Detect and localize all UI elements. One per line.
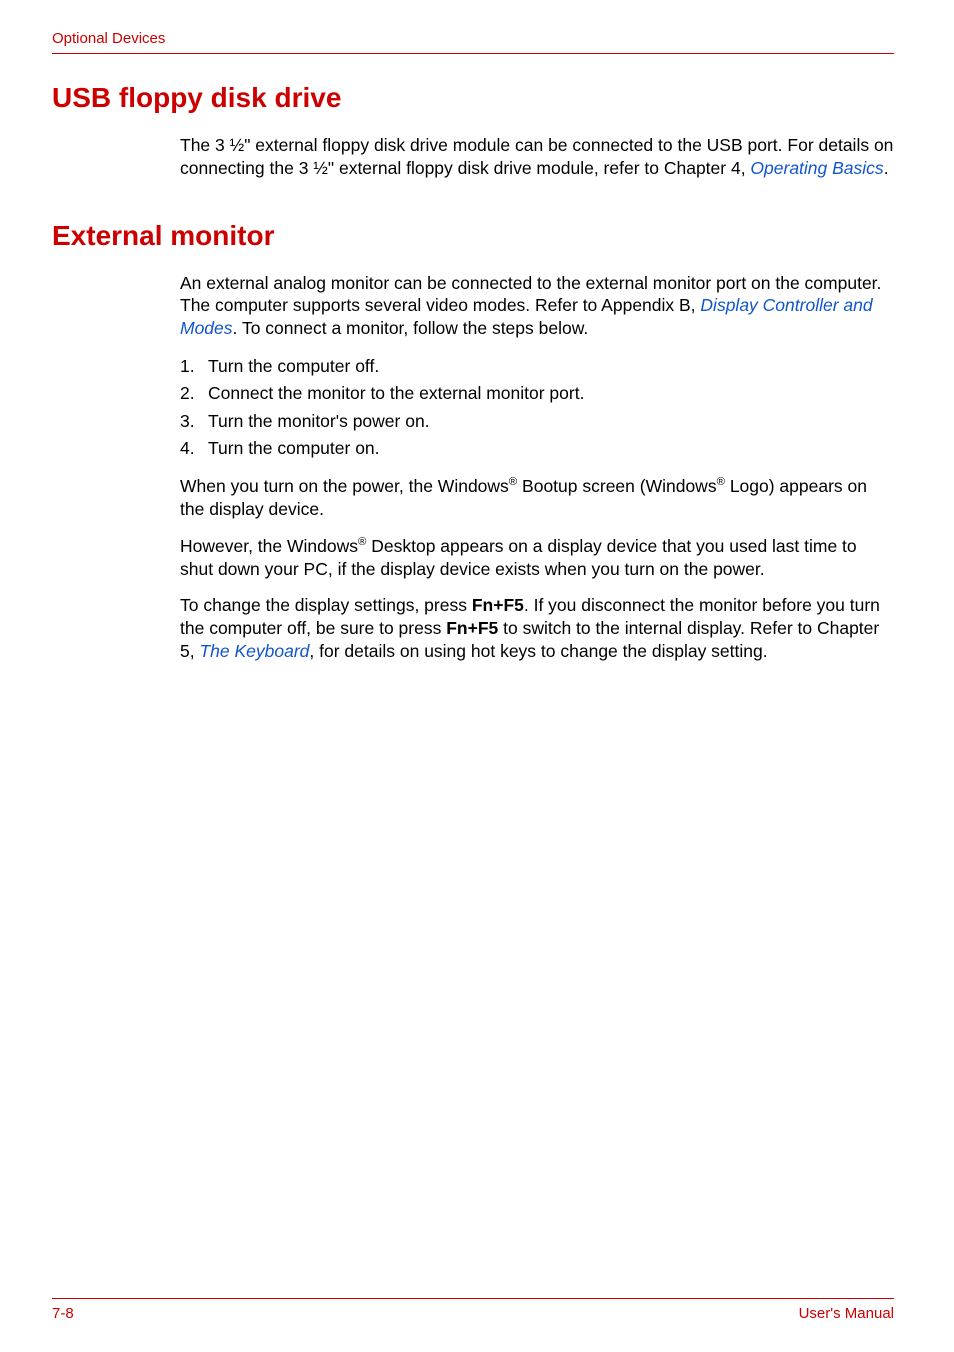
list-item: 2. Connect the monitor to the external mo… xyxy=(180,381,894,406)
text-fragment: However, the Windows xyxy=(180,536,358,556)
text-fragment: When you turn on the power, the Windows xyxy=(180,476,509,496)
list-text: Turn the monitor's power on. xyxy=(208,411,430,431)
text-fragment: To change the display settings, press xyxy=(180,595,472,615)
para-display-settings: To change the display settings, press Fn… xyxy=(180,594,894,662)
link-operating-basics[interactable]: Operating Basics xyxy=(750,158,883,178)
list-item: 3. Turn the monitor's power on. xyxy=(180,409,894,434)
list-text: Turn the computer on. xyxy=(208,438,380,458)
para-ext-monitor-intro: An external analog monitor can be connec… xyxy=(180,272,894,340)
text-fragment: . To connect a monitor, follow the steps… xyxy=(233,318,589,338)
list-item: 1. Turn the computer off. xyxy=(180,354,894,379)
list-number: 2. xyxy=(180,381,195,406)
page-number: 7-8 xyxy=(52,1305,74,1322)
manual-label: User's Manual xyxy=(799,1305,894,1322)
section-heading-usb-floppy: USB floppy disk drive xyxy=(52,82,894,114)
section-body-usb-floppy: The 3 ½" external floppy disk drive modu… xyxy=(180,134,894,180)
para-desktop-display: However, the Windows® Desktop appears on… xyxy=(180,535,894,581)
link-the-keyboard[interactable]: The Keyboard xyxy=(199,641,309,661)
list-text: Connect the monitor to the external moni… xyxy=(208,383,584,403)
hotkey: Fn+F5 xyxy=(446,618,498,638)
para-usb-floppy: The 3 ½" external floppy disk drive modu… xyxy=(180,134,894,180)
list-number: 4. xyxy=(180,436,195,461)
list-number: 1. xyxy=(180,354,195,379)
header-rule xyxy=(52,53,894,54)
text-fragment: . xyxy=(884,158,889,178)
text-fragment: , for details on using hot keys to chang… xyxy=(309,641,767,661)
registered-symbol: ® xyxy=(509,476,517,488)
para-bootup-screen: When you turn on the power, the Windows®… xyxy=(180,475,894,521)
hotkey: Fn+F5 xyxy=(472,595,524,615)
text-fragment: Bootup screen (Windows xyxy=(517,476,716,496)
list-text: Turn the computer off. xyxy=(208,356,379,376)
registered-symbol: ® xyxy=(717,476,725,488)
footer-rule xyxy=(52,1298,894,1299)
list-number: 3. xyxy=(180,409,195,434)
section-heading-external-monitor: External monitor xyxy=(52,220,894,252)
steps-list: 1. Turn the computer off. 2. Connect the m… xyxy=(180,354,894,462)
page-footer: 7-8 User's Manual xyxy=(52,1298,894,1322)
list-item: 4. Turn the computer on. xyxy=(180,436,894,461)
page-header: Optional Devices xyxy=(52,30,894,47)
section-body-external-monitor: An external analog monitor can be connec… xyxy=(180,272,894,663)
